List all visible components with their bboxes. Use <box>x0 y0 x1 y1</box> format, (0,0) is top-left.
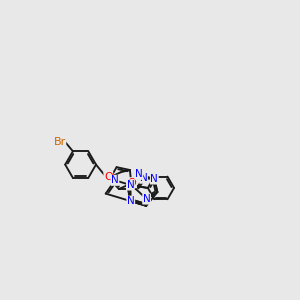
Text: N: N <box>143 194 151 204</box>
Text: O: O <box>104 172 113 182</box>
Text: O: O <box>128 178 136 188</box>
Text: N: N <box>111 175 119 185</box>
Text: N: N <box>127 180 134 190</box>
Text: Br: Br <box>53 137 66 147</box>
Text: N: N <box>150 174 158 184</box>
Text: N: N <box>135 169 143 179</box>
Text: N: N <box>140 173 147 183</box>
Text: N: N <box>127 196 135 206</box>
